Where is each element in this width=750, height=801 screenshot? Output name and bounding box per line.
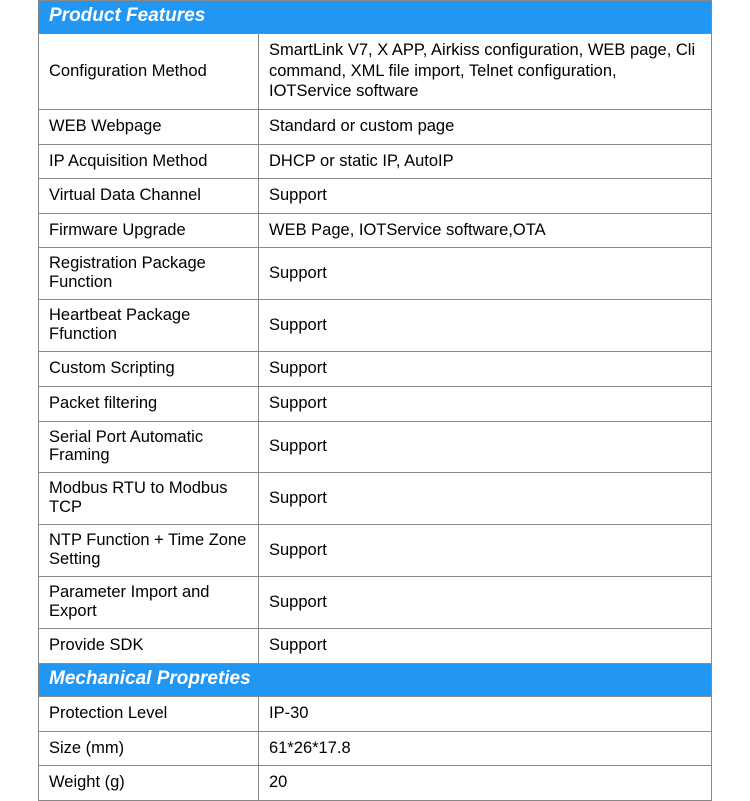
table-row: WEB WebpageStandard or custom page xyxy=(39,109,712,144)
cell-val: Support xyxy=(259,386,712,421)
cell-val: 20 xyxy=(259,766,712,801)
cell-key: Firmware Upgrade xyxy=(39,213,259,248)
cell-val: Support xyxy=(259,300,712,352)
spec-container: Product Features Configuration MethodSma… xyxy=(0,0,750,801)
cell-key: Weight (g) xyxy=(39,766,259,801)
cell-key: Registration Package Function xyxy=(39,248,259,300)
cell-key: Modbus RTU to Modbus TCP xyxy=(39,473,259,525)
table-row: Parameter Import and ExportSupport xyxy=(39,577,712,629)
cell-key: WEB Webpage xyxy=(39,109,259,144)
cell-key: Packet filtering xyxy=(39,386,259,421)
table-row: Size (mm)61*26*17.8 xyxy=(39,731,712,766)
table-row: IP Acquisition MethodDHCP or static IP, … xyxy=(39,144,712,179)
cell-key: Parameter Import and Export xyxy=(39,577,259,629)
cell-val: Standard or custom page xyxy=(259,109,712,144)
table-row: Configuration MethodSmartLink V7, X APP,… xyxy=(39,34,712,109)
cell-key: Protection Level xyxy=(39,697,259,731)
cell-val: Support xyxy=(259,577,712,629)
table-row: Provide SDKSupport xyxy=(39,629,712,664)
table-row: Virtual Data ChannelSupport xyxy=(39,179,712,214)
section-title: Mechanical Propreties xyxy=(49,668,251,689)
section-title: Product Features xyxy=(49,5,205,26)
cell-val: SmartLink V7, X APP, Airkiss configurati… xyxy=(259,34,712,109)
table-row: Packet filteringSupport xyxy=(39,386,712,421)
cell-val: Support xyxy=(259,421,712,473)
cell-key: Custom Scripting xyxy=(39,352,259,387)
cell-val: Support xyxy=(259,248,712,300)
cell-val: Support xyxy=(259,629,712,664)
section-header-mechanical: Mechanical Propreties xyxy=(38,664,712,697)
cell-val: DHCP or static IP, AutoIP xyxy=(259,144,712,179)
cell-key: Configuration Method xyxy=(39,34,259,109)
cell-key: Heartbeat Package Ffunction xyxy=(39,300,259,352)
table-row: Protection LevelIP-30 xyxy=(39,697,712,731)
cell-key: Virtual Data Channel xyxy=(39,179,259,214)
table-row: Firmware UpgradeWEB Page, IOTService sof… xyxy=(39,213,712,248)
cell-val: Support xyxy=(259,525,712,577)
table-row: Heartbeat Package FfunctionSupport xyxy=(39,300,712,352)
cell-key: Serial Port Automatic Framing xyxy=(39,421,259,473)
mechanical-table: Protection LevelIP-30 Size (mm)61*26*17.… xyxy=(38,697,712,801)
table-row: Custom ScriptingSupport xyxy=(39,352,712,387)
features-table: Configuration MethodSmartLink V7, X APP,… xyxy=(38,34,712,664)
table-row: Serial Port Automatic FramingSupport xyxy=(39,421,712,473)
table-row: Weight (g)20 xyxy=(39,766,712,801)
cell-key: IP Acquisition Method xyxy=(39,144,259,179)
cell-val: Support xyxy=(259,179,712,214)
cell-key: NTP Function + Time Zone Setting xyxy=(39,525,259,577)
cell-val: WEB Page, IOTService software,OTA xyxy=(259,213,712,248)
cell-val: IP-30 xyxy=(259,697,712,731)
cell-val: 61*26*17.8 xyxy=(259,731,712,766)
cell-val: Support xyxy=(259,352,712,387)
cell-val: Support xyxy=(259,473,712,525)
cell-key: Size (mm) xyxy=(39,731,259,766)
table-row: NTP Function + Time Zone SettingSupport xyxy=(39,525,712,577)
section-header-features: Product Features xyxy=(38,0,712,34)
table-row: Modbus RTU to Modbus TCPSupport xyxy=(39,473,712,525)
table-row: Registration Package FunctionSupport xyxy=(39,248,712,300)
cell-key: Provide SDK xyxy=(39,629,259,664)
